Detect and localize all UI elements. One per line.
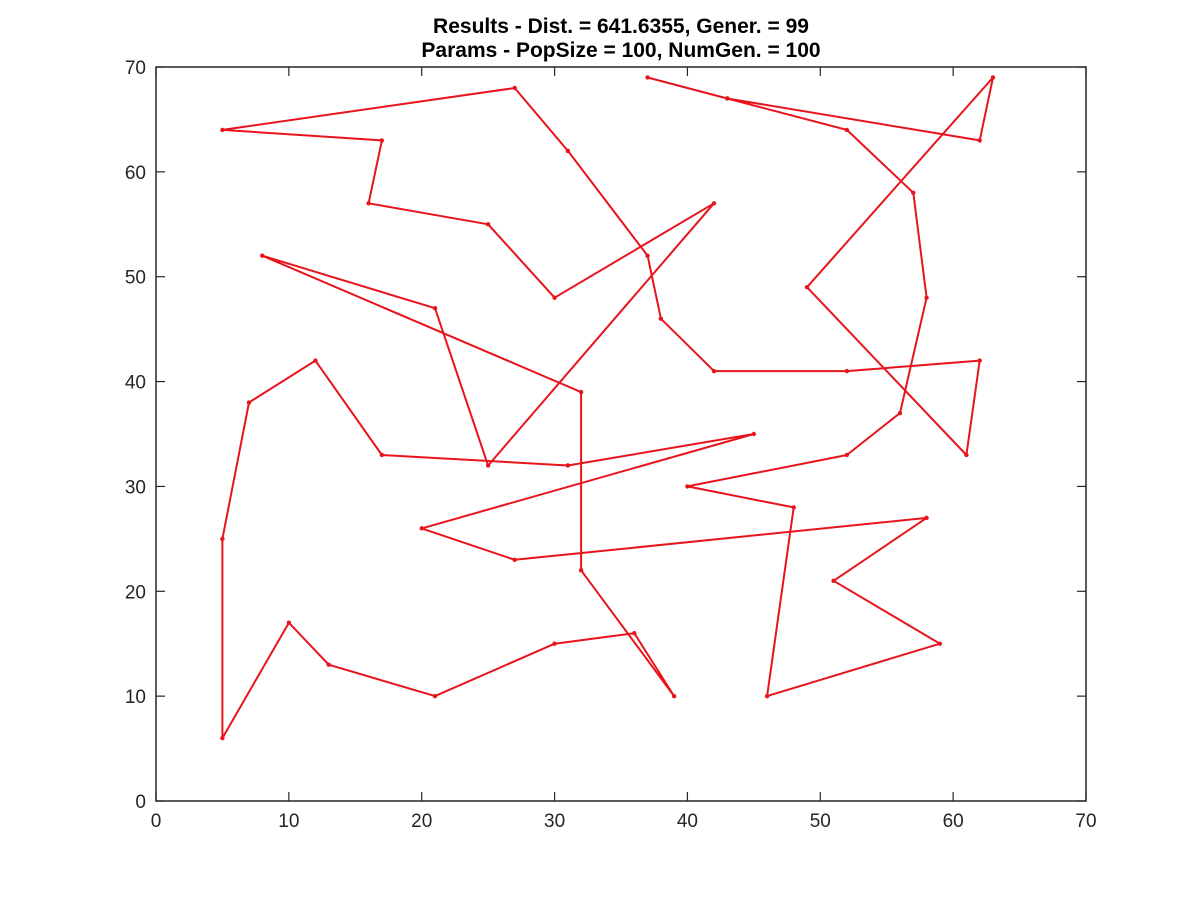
- city-point: [552, 295, 557, 300]
- city-point: [485, 463, 491, 468]
- city-point: [366, 201, 371, 206]
- city-point: [632, 631, 637, 636]
- city-point: [565, 463, 571, 468]
- city-point: [432, 693, 438, 699]
- city-point: [246, 400, 252, 405]
- city-point: [764, 693, 770, 699]
- city-point: [897, 410, 903, 416]
- city-point: [220, 536, 225, 542]
- y-tick-label: 70: [125, 58, 146, 79]
- y-tick-label: 60: [125, 163, 146, 184]
- city-point: [512, 557, 517, 563]
- city-point: [419, 526, 424, 531]
- city-point: [260, 253, 265, 258]
- city-point: [990, 75, 996, 80]
- city-point: [844, 368, 850, 374]
- city-point: [977, 138, 982, 143]
- city-point: [711, 368, 717, 374]
- y-tick-label: 40: [125, 373, 146, 394]
- city-point: [671, 693, 677, 699]
- city-point: [645, 75, 650, 80]
- y-tick-label: 10: [125, 687, 146, 708]
- city-point: [924, 515, 929, 521]
- city-point: [725, 96, 730, 101]
- y-tick-label: 0: [135, 792, 146, 813]
- city-point: [326, 662, 331, 667]
- plot-area: [155, 66, 1087, 802]
- city-point: [964, 452, 969, 458]
- city-point: [512, 85, 517, 91]
- city-point: [711, 201, 717, 206]
- city-point: [844, 127, 850, 133]
- city-point: [432, 305, 438, 311]
- city-point: [937, 641, 943, 646]
- city-point: [911, 190, 916, 196]
- city-point: [220, 127, 225, 133]
- x-axis-tick-labels: 0 10 20 30 40 50 60 70: [151, 811, 1097, 832]
- axes-background: [156, 67, 1086, 801]
- x-tick-label: 0: [151, 811, 162, 832]
- city-point: [485, 222, 491, 227]
- x-tick-label: 70: [1075, 811, 1096, 832]
- city-point: [578, 568, 584, 573]
- city-point: [552, 641, 557, 646]
- x-tick-label: 60: [943, 811, 964, 832]
- y-tick-label: 30: [125, 477, 146, 498]
- city-point: [220, 735, 225, 741]
- route-series: [220, 75, 996, 741]
- y-axis-tick-labels: 0 10 20 30 40 50 60 70: [125, 58, 146, 813]
- city-point: [379, 138, 385, 143]
- city-point: [379, 452, 385, 458]
- city-point: [286, 620, 292, 625]
- axes-box: [155, 66, 1087, 802]
- city-point: [565, 148, 571, 154]
- x-tick-label: 30: [544, 811, 565, 832]
- city-point: [844, 452, 850, 458]
- city-point: [977, 358, 982, 363]
- city-point: [751, 431, 757, 437]
- y-tick-label: 50: [125, 268, 146, 289]
- city-point: [658, 316, 664, 321]
- city-point: [924, 295, 929, 300]
- city-point: [313, 358, 318, 363]
- x-tick-label: 50: [810, 811, 831, 832]
- city-point: [831, 578, 836, 583]
- city-point: [578, 389, 584, 395]
- city-point: [791, 505, 796, 510]
- y-tick-label: 20: [125, 582, 146, 603]
- x-tick-label: 10: [278, 811, 299, 832]
- city-point: [645, 253, 650, 258]
- chart-title-line-2: Params - PopSize = 100, NumGen. = 100: [421, 39, 820, 62]
- x-tick-label: 20: [411, 811, 432, 832]
- x-tick-label: 40: [677, 811, 698, 832]
- city-point: [685, 484, 690, 489]
- city-point: [804, 285, 810, 290]
- chart-title-line-1: Results - Dist. = 641.6355, Gener. = 99: [433, 15, 809, 38]
